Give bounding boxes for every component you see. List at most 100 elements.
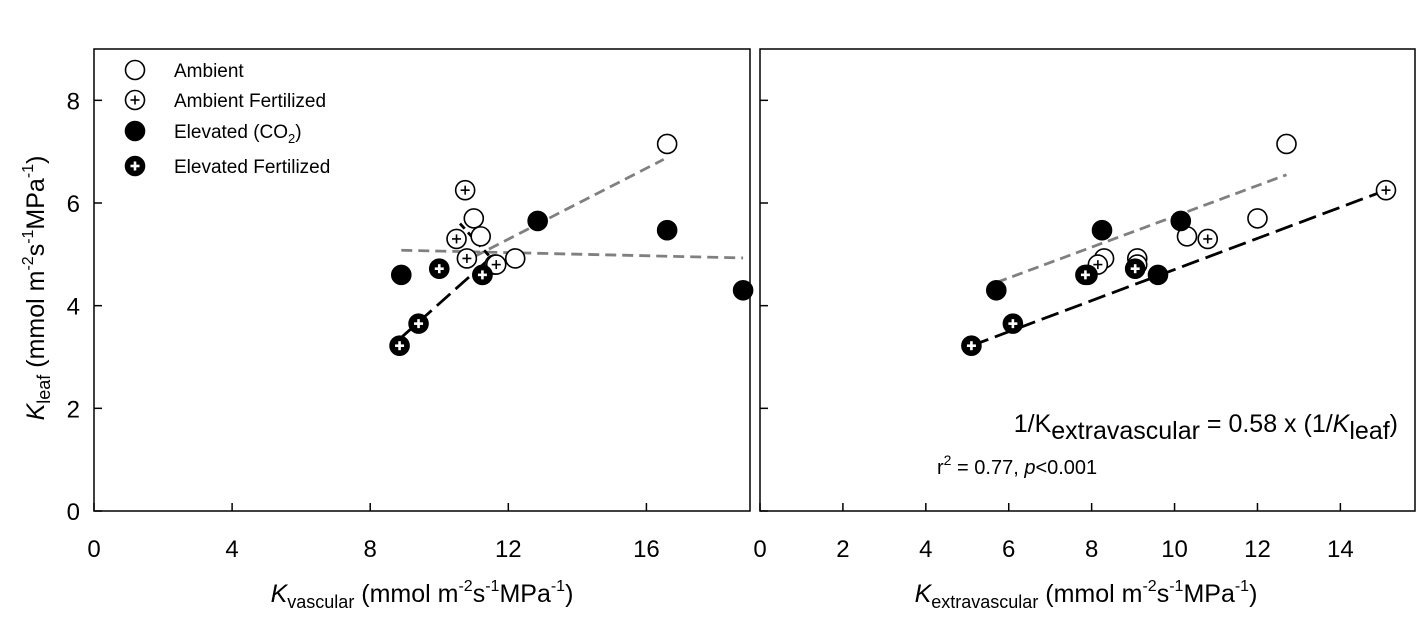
left-fit-lines xyxy=(398,158,744,341)
left-point-ambient-fertilized xyxy=(485,254,507,275)
stats-p: p xyxy=(1023,457,1035,479)
right-x-tick-label: 6 xyxy=(1002,536,1015,563)
legend-marker-elevated-co2 xyxy=(124,120,146,142)
legend-label-ambient-fertilized: Ambient Fertilized xyxy=(174,91,326,112)
y-tick-label: 6 xyxy=(67,191,80,218)
right-x-tick-label: 8 xyxy=(1085,536,1098,563)
right-x-tick-label: 2 xyxy=(836,536,849,563)
rx-title-sup2: -1 xyxy=(1169,578,1183,595)
legend-label-elevated: Elevated (CO2) xyxy=(174,122,302,146)
eq-close: ) xyxy=(1390,410,1398,438)
y-title-sub: leaf xyxy=(34,374,54,404)
right-x-tick-label: 10 xyxy=(1161,536,1188,563)
left-x-tick-label: 4 xyxy=(225,536,238,563)
left-point-ambient-fertilized xyxy=(446,228,467,250)
lx-title-units: (mmol m xyxy=(354,580,458,608)
regression-stats: r2 = 0.77, p<0.001 xyxy=(937,452,1097,479)
left-point-elevated-co2 xyxy=(732,279,754,301)
left-point-ambient xyxy=(656,133,678,155)
right-point-elevated-co2 xyxy=(985,279,1007,301)
y-axis-title: Kleaf (mmol m-2s-1MPa-1) xyxy=(20,156,54,421)
right-point-elevated-fertilized xyxy=(1075,264,1096,286)
left-point-elevated-fertilized xyxy=(472,264,493,286)
rx-title-k: K xyxy=(915,580,933,608)
y-title-close: ) xyxy=(22,156,50,164)
legend-markers xyxy=(124,59,146,177)
y-tick-label: 8 xyxy=(67,88,80,115)
eq-1k: 1/K xyxy=(1014,410,1052,438)
legend-label-ambient: Ambient xyxy=(174,61,244,82)
y-tick-label: 2 xyxy=(67,396,80,423)
rx-title-s: s xyxy=(1157,580,1170,608)
left-fit-line-elevated-fertilized xyxy=(398,260,487,341)
eq-sub1: extravascular xyxy=(1051,417,1200,445)
right-point-elevated-co2 xyxy=(1170,210,1192,232)
right-fit-line-ambient xyxy=(995,173,1287,284)
right-x-axis-title: Kextravascular (mmol m-2s-1MPa-1) xyxy=(915,578,1258,612)
right-data-points xyxy=(961,133,1397,357)
eq-k: K xyxy=(1333,410,1351,438)
stats-r: r xyxy=(937,457,944,479)
rx-title-close: ) xyxy=(1249,580,1257,608)
legend-elevated-sub: 2 xyxy=(288,131,295,146)
left-x-tick-label: 12 xyxy=(495,536,522,563)
left-x-tick-label: 0 xyxy=(87,536,100,563)
y-title-sup1: -2 xyxy=(20,256,37,270)
right-x-tick-label: 0 xyxy=(753,536,766,563)
stats-end: <0.001 xyxy=(1035,457,1097,479)
left-point-ambient-fertilized xyxy=(456,248,478,269)
legend-elevated-close: ) xyxy=(295,122,301,143)
regression-equation: 1/Kextravascular = 0.58 x (1/Kleaf) xyxy=(1014,410,1398,445)
lx-title-sup3: -1 xyxy=(551,578,565,595)
left-point-ambient xyxy=(463,208,485,229)
right-point-elevated-co2 xyxy=(1091,219,1113,241)
rx-title-units: (mmol m xyxy=(1038,580,1142,608)
right-x-tick-label: 14 xyxy=(1327,536,1354,563)
legend: Ambient Ambient Fertilized Elevated (CO2… xyxy=(124,59,330,178)
right-point-elevated-co2 xyxy=(1147,264,1169,286)
left-fit-line-elevated-co2 xyxy=(401,248,744,260)
right-point-ambient-fertilized xyxy=(1197,228,1219,250)
left-panel-frame xyxy=(93,48,751,512)
eq-mid: = 0.58 x (1/ xyxy=(1200,410,1333,438)
right-x-tick-label: 12 xyxy=(1244,536,1271,563)
left-point-elevated-fertilized xyxy=(428,258,450,280)
left-fit-line-ambient xyxy=(473,158,665,259)
left-axis-ticks: 0 4 8 12 16 0 2 4 6 8 xyxy=(67,88,660,563)
legend-marker-ambient-fertilized xyxy=(124,89,146,111)
right-point-ambient xyxy=(1276,133,1297,155)
right-point-ambient-fertilized xyxy=(1375,179,1397,201)
legend-marker-elevated-fertilized xyxy=(124,155,146,177)
y-tick-label: 0 xyxy=(67,499,80,526)
left-point-ambient-fertilized xyxy=(454,179,476,201)
eq-sub2: leaf xyxy=(1349,417,1389,445)
lx-title-mpa: MPa xyxy=(499,580,551,608)
lx-title-sup1: -2 xyxy=(458,578,472,595)
right-panel-frame xyxy=(759,48,1416,512)
right-point-elevated-fertilized xyxy=(1124,258,1146,280)
left-x-tick-label: 16 xyxy=(633,536,660,563)
left-x-axis-title: Kvascular (mmol m-2s-1MPa-1) xyxy=(271,578,574,612)
left-point-elevated-fertilized xyxy=(408,313,429,334)
left-data-points xyxy=(389,133,754,357)
rx-title-mpa: MPa xyxy=(1183,580,1235,608)
right-point-ambient xyxy=(1247,208,1268,229)
legend-elevated-text: Elevated (CO xyxy=(174,122,288,143)
rx-title-sup3: -1 xyxy=(1235,578,1249,595)
right-axis-ticks: 0 2 4 6 8 10 12 14 xyxy=(753,99,1354,563)
left-point-elevated-fertilized xyxy=(389,335,410,357)
lx-title-sup2: -1 xyxy=(485,578,499,595)
left-point-elevated-co2 xyxy=(390,264,412,286)
y-tick-label: 4 xyxy=(67,294,80,321)
right-x-tick-label: 4 xyxy=(919,536,932,563)
rx-title-sup1: -2 xyxy=(1142,578,1156,595)
y-title-k: K xyxy=(22,402,50,420)
legend-label-elevated-fertilized: Elevated Fertilized xyxy=(174,157,330,178)
lx-title-close: ) xyxy=(565,580,573,608)
lx-title-k: K xyxy=(271,580,289,608)
left-x-tick-label: 8 xyxy=(364,536,377,563)
right-point-elevated-fertilized xyxy=(961,335,982,357)
rx-title-sub: extravascular xyxy=(931,592,1038,612)
left-point-elevated-co2 xyxy=(527,210,548,232)
